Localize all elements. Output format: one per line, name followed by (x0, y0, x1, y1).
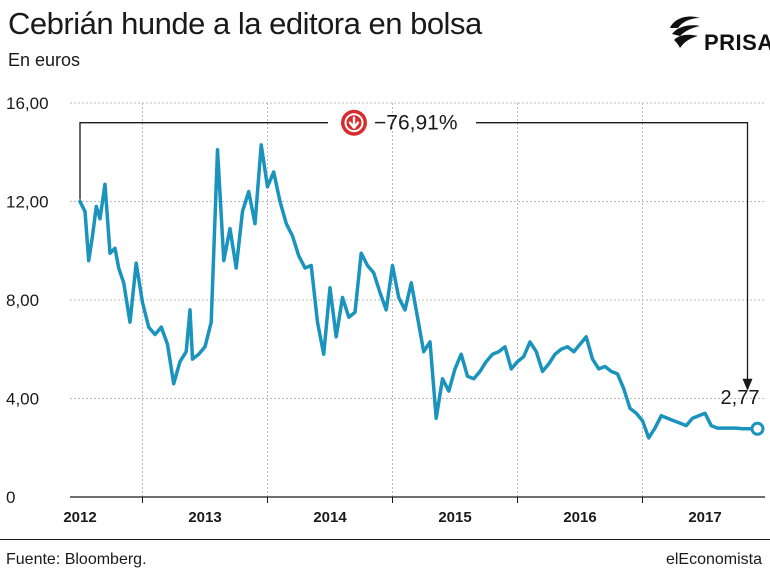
footer-divider (0, 539, 770, 540)
prisa-logo-text: PRISA (704, 30, 770, 55)
y-tick-label: 16,00 (6, 94, 49, 113)
x-tick-label: 2015 (438, 509, 471, 526)
arrow-down-head (742, 378, 753, 391)
down-arrow-glyph (348, 116, 360, 129)
y-tick-label: 4,00 (6, 390, 39, 409)
line-chart: 16,00 12,00 8,00 4,00 0 2012 2013 2014 2015 2016 2… (6, 94, 765, 526)
bracket-right-line (476, 122, 749, 389)
plot-area (78, 143, 765, 440)
x-tick-label: 2016 (563, 509, 596, 526)
y-tick-label: 8,00 (6, 291, 39, 310)
prisa-bird-icon (670, 16, 700, 48)
x-tick-label: 2012 (63, 509, 96, 526)
x-tick-label: 2014 (313, 509, 347, 526)
x-tick-label: 2017 (688, 509, 721, 526)
brand-label: elEconomista (665, 551, 762, 568)
prisa-logo: PRISA (668, 14, 770, 56)
end-point-marker (750, 421, 765, 436)
bracket-left-line (79, 122, 328, 200)
down-arrow-icon-ring (344, 113, 364, 133)
annotations: −76,91% 2,77 (79, 109, 760, 409)
series-line (78, 143, 760, 440)
last-value-label: 2,77 (721, 387, 760, 409)
x-tick-label: 2013 (188, 509, 221, 526)
y-tick-label: 12,00 (6, 193, 49, 212)
y-tick-label: 0 (6, 488, 15, 507)
chart-title: Cebrián hunde a la editora en bolsa (8, 6, 482, 41)
grid (70, 102, 765, 497)
change-label: −76,91% (374, 112, 458, 135)
source-note: Fuente: Bloomberg. (6, 551, 147, 568)
axes: 16,00 12,00 8,00 4,00 0 2012 2013 2014 2015 2016 2… (6, 94, 765, 526)
chart-subtitle: En euros (8, 50, 81, 70)
